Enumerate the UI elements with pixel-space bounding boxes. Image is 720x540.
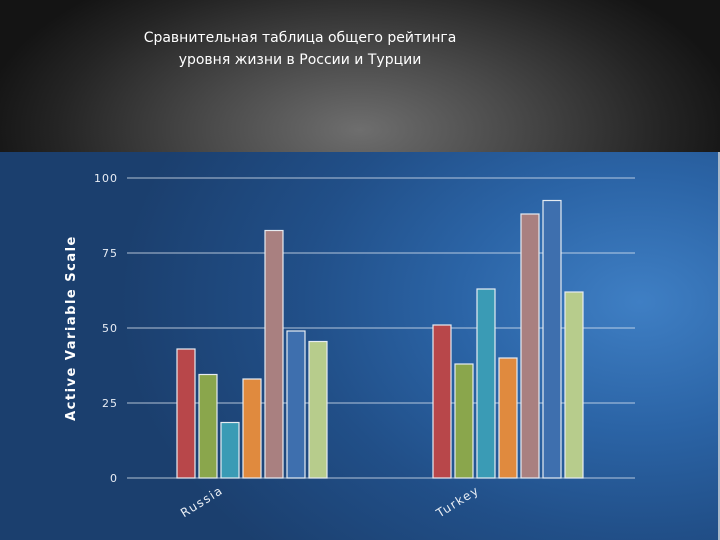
bar-turkey-1: [432, 324, 452, 479]
bar-turkey-6: [542, 199, 562, 479]
bar-russia-2: [198, 373, 218, 479]
bar-turkey-7: [564, 291, 584, 479]
y-axis-label: Active Variable Scale: [64, 235, 79, 421]
chart-panel: [0, 152, 720, 540]
slide-title-line-2: уровня жизни в России и Турции: [178, 52, 422, 68]
bar-russia-6: [286, 330, 306, 479]
y-tick-label-25: 25: [102, 397, 118, 410]
slide-title-line-1: Сравнительная таблица общего рейтинга: [143, 30, 457, 46]
y-tick-label-100: 100: [94, 172, 118, 185]
bar-turkey-3: [476, 288, 496, 479]
y-tick-label-75: 75: [102, 247, 118, 260]
bar-turkey-2: [454, 363, 474, 479]
bar-russia-5: [264, 229, 284, 479]
y-tick-label-50: 50: [102, 322, 118, 335]
bar-russia-1: [176, 348, 196, 479]
bar-russia-4: [242, 378, 262, 479]
slide-title: Сравнительная таблица общего рейтинга ур…: [140, 27, 460, 71]
bar-turkey-4: [498, 357, 518, 479]
bar-russia-3: [220, 421, 240, 479]
x-tick-label-russia: Russia: [178, 483, 226, 520]
x-tick-label-turkey: Turkey: [433, 483, 482, 521]
bar-turkey-5: [520, 213, 540, 479]
bar-russia-7: [308, 340, 328, 479]
y-tick-label-0: 0: [110, 472, 118, 485]
slide-header: Сравнительная таблица общего рейтинга ур…: [0, 0, 720, 152]
